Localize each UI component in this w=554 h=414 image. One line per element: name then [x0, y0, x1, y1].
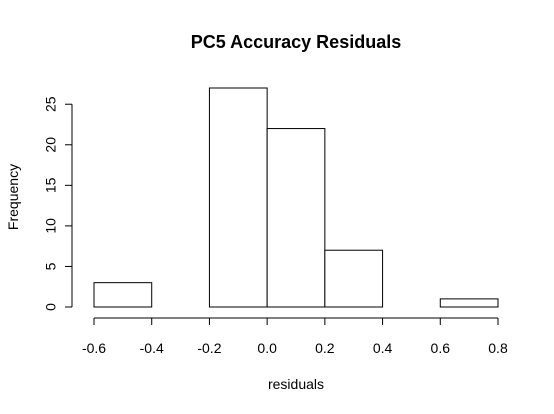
y-tick-label: 5 [43, 262, 59, 270]
x-axis: -0.6 -0.4 -0.2 0.0 0.2 0.4 0.6 0.8 [82, 317, 508, 356]
x-tick-label: 0.0 [257, 340, 277, 356]
x-axis-label: residuals [268, 376, 324, 392]
x-tick-label: -0.2 [197, 340, 221, 356]
y-tick-label: 25 [43, 96, 59, 112]
x-tick-label: 0.2 [315, 340, 335, 356]
histogram-bar [93, 282, 153, 308]
y-tick-label: 0 [43, 303, 59, 311]
x-tick-label: -0.4 [140, 340, 164, 356]
y-axis-label: Frequency [5, 164, 21, 230]
chart-title: PC5 Accuracy Residuals [191, 32, 401, 52]
x-tick-label: 0.4 [373, 340, 393, 356]
histogram-bar [324, 249, 384, 308]
x-tick-label: -0.6 [82, 340, 106, 356]
histogram-bar [266, 128, 326, 308]
histogram-bar [439, 298, 499, 308]
bars-group [93, 87, 499, 308]
histogram-bar [208, 87, 268, 308]
y-tick-label: 10 [43, 218, 59, 234]
x-tick-label: 0.6 [431, 340, 451, 356]
x-tick-label: 0.8 [488, 340, 508, 356]
y-tick-label: 15 [43, 177, 59, 193]
y-axis: 0 5 10 15 20 25 [43, 96, 73, 311]
y-tick-label: 20 [43, 137, 59, 153]
